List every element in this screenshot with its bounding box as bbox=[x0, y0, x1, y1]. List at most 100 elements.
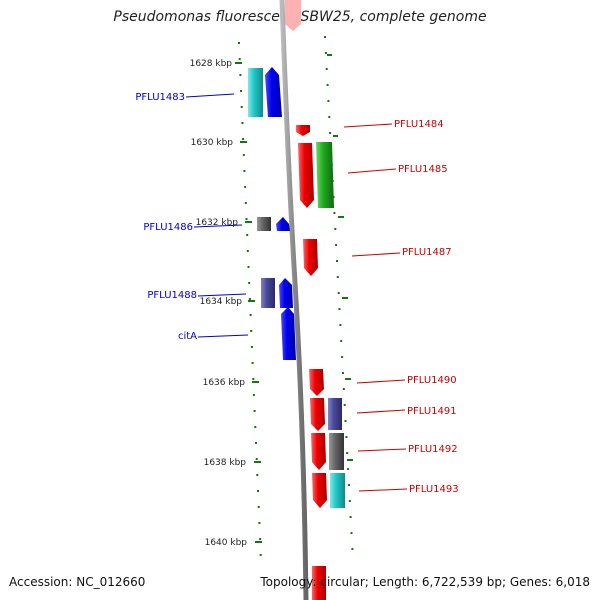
scale-dot bbox=[347, 484, 350, 486]
gene-segment-top bbox=[285, 0, 301, 31]
gene-label-left[interactable]: citA bbox=[178, 331, 197, 342]
gene-label-right[interactable]: PFLU1484 bbox=[394, 119, 444, 130]
leader-line bbox=[356, 379, 406, 384]
scale-dot bbox=[342, 388, 345, 390]
gene-label-left[interactable]: PFLU1486 bbox=[143, 222, 193, 233]
kbp-label: 1630 kbp bbox=[191, 138, 234, 148]
scale-dot bbox=[245, 218, 248, 220]
gene-citA[interactable] bbox=[281, 307, 296, 360]
scale-dot bbox=[253, 410, 256, 412]
scale-dot bbox=[339, 324, 342, 326]
accession-text: Accession: NC_012660 bbox=[9, 575, 146, 589]
scale-dot bbox=[259, 554, 262, 556]
scale-dot bbox=[325, 68, 328, 70]
topology-text: Topology: circular; Length: 6,722,539 bp… bbox=[260, 575, 590, 589]
scale-dot bbox=[252, 378, 255, 380]
scale-dot bbox=[252, 394, 255, 396]
scale-dot bbox=[256, 474, 259, 476]
scale-dot bbox=[350, 532, 353, 534]
scale-dot bbox=[335, 244, 338, 246]
gene-label-right[interactable]: PFLU1490 bbox=[407, 375, 457, 386]
scale-dot bbox=[244, 186, 247, 188]
gene-PFLU1485[interactable] bbox=[298, 143, 314, 208]
tick-mark bbox=[240, 141, 247, 143]
gene-PFLU1483-block[interactable] bbox=[248, 68, 263, 117]
scale-dot bbox=[336, 260, 338, 262]
genome-backbone bbox=[279, 0, 309, 600]
gene-PFLU1491-block[interactable] bbox=[328, 398, 342, 430]
leader-line bbox=[343, 123, 393, 128]
leader-line bbox=[357, 448, 407, 452]
scale-dot bbox=[246, 250, 249, 252]
scale-dot bbox=[254, 426, 257, 428]
leader-line bbox=[351, 252, 401, 257]
gene-PFLU1487[interactable] bbox=[303, 239, 318, 276]
scale-dot bbox=[247, 266, 250, 268]
tick-mark bbox=[327, 54, 332, 56]
scale-dot bbox=[250, 330, 253, 332]
gene-label-right[interactable]: PFLU1492 bbox=[408, 444, 458, 455]
scale-dot bbox=[351, 548, 354, 550]
tick-mark bbox=[347, 459, 353, 461]
scale-dot bbox=[240, 106, 243, 108]
gene-PFLU1485-block[interactable] bbox=[316, 142, 334, 208]
scale-dot bbox=[238, 42, 240, 44]
scale-dot bbox=[240, 90, 242, 92]
gene-PFLU1488-block[interactable] bbox=[261, 278, 275, 308]
gene-PFLU1490[interactable] bbox=[309, 369, 324, 396]
scale-dot bbox=[326, 84, 329, 86]
scale-dot bbox=[338, 308, 341, 310]
gene-PFLU1484[interactable] bbox=[296, 125, 310, 136]
kbp-label: 1640 kbp bbox=[205, 538, 248, 548]
gene-label-left[interactable]: PFLU1488 bbox=[147, 290, 197, 301]
scale-dot bbox=[328, 116, 331, 118]
gene-PFLU1491[interactable] bbox=[310, 398, 325, 431]
gene-label-right[interactable]: PFLU1485 bbox=[398, 164, 448, 175]
gene-label-right[interactable]: PFLU1487 bbox=[402, 247, 452, 258]
tick-mark bbox=[342, 297, 348, 299]
tick-mark bbox=[245, 221, 252, 223]
gene-PFLU1492-block[interactable] bbox=[329, 433, 344, 470]
tick-mark bbox=[333, 135, 338, 137]
scale-dot bbox=[346, 452, 349, 454]
gene-label-right[interactable]: PFLU1491 bbox=[407, 406, 457, 417]
scale-dot bbox=[258, 522, 261, 524]
scale-dot bbox=[324, 36, 326, 38]
scale-dot bbox=[336, 276, 339, 278]
leader-line bbox=[197, 293, 247, 297]
scale-dot bbox=[251, 362, 254, 364]
scale-dot bbox=[242, 138, 245, 140]
gene-PFLU1493-block[interactable] bbox=[330, 473, 345, 508]
kbp-label: 1628 kbp bbox=[190, 59, 233, 69]
scale-dot bbox=[246, 234, 249, 236]
gene-PFLU1486-block[interactable] bbox=[257, 217, 271, 231]
leader-line bbox=[185, 93, 235, 98]
scale-dot bbox=[239, 74, 242, 76]
tick-mark bbox=[248, 300, 255, 302]
scale-dot bbox=[342, 372, 344, 374]
gene-PFLU1488[interactable] bbox=[279, 278, 293, 308]
kbp-label: 1632 kbp bbox=[196, 218, 239, 228]
scale-dot bbox=[242, 154, 245, 156]
gene-PFLU1483[interactable] bbox=[265, 67, 282, 117]
scale-dot bbox=[257, 506, 260, 508]
gene-segment-bottom bbox=[312, 566, 326, 600]
scale-dot bbox=[255, 442, 257, 444]
scale-dot bbox=[348, 500, 351, 502]
leader-line bbox=[347, 168, 397, 174]
gene-label-left[interactable]: PFLU1483 bbox=[135, 92, 185, 103]
leader-line bbox=[358, 488, 408, 492]
tick-mark bbox=[252, 381, 259, 383]
scale-dot bbox=[324, 52, 327, 54]
gene-PFLU1486[interactable] bbox=[276, 217, 290, 231]
scale-dot bbox=[349, 516, 352, 518]
leader-line bbox=[197, 334, 249, 338]
scale-dot bbox=[244, 202, 247, 204]
scale-dot bbox=[345, 436, 348, 438]
gene-PFLU1492[interactable] bbox=[311, 433, 326, 470]
scale-dot bbox=[238, 58, 241, 60]
scale-dot bbox=[327, 100, 330, 102]
gene-label-right[interactable]: PFLU1493 bbox=[409, 484, 459, 495]
scale-dot bbox=[329, 132, 332, 134]
gene-PFLU1493[interactable] bbox=[312, 473, 327, 508]
